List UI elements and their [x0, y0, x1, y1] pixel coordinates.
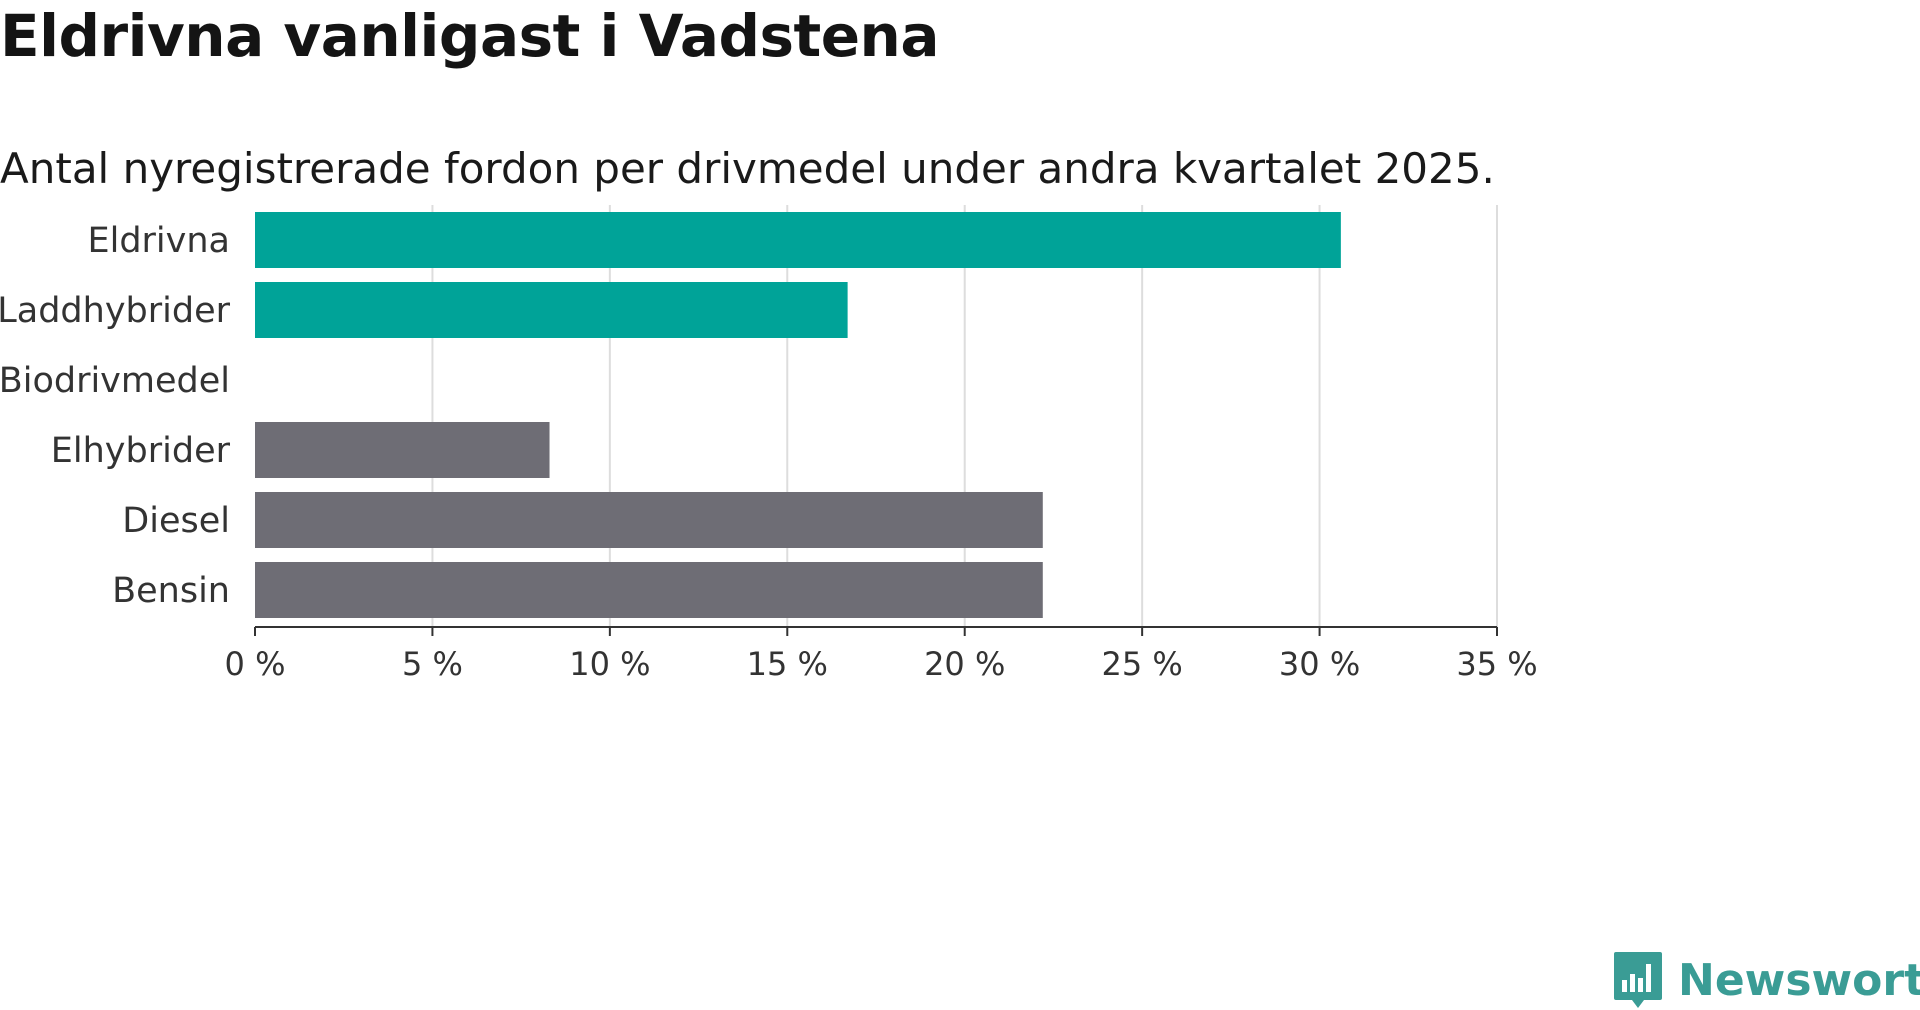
- bars: [255, 212, 1341, 618]
- x-tick-label: 5 %: [402, 645, 463, 683]
- x-tick-label: 20 %: [924, 645, 1005, 683]
- x-axis: 0 % 5 % 10 % 15 % 20 % 25 % 30 % 35 %: [225, 626, 1538, 683]
- bar-bensin: [255, 562, 1043, 618]
- category-label: Elhybrider: [51, 431, 231, 471]
- chart-title: Eldrivna vanligast i Vadstena: [0, 2, 940, 70]
- x-tick-label: 15 %: [747, 645, 828, 683]
- x-tick-label: 10 %: [569, 645, 650, 683]
- bar-chart: 0 % 5 % 10 % 15 % 20 % 25 % 30 % 35 % Eldrivna L…: [0, 205, 1538, 683]
- bar-diesel: [255, 492, 1043, 548]
- category-label: Eldrivna: [87, 221, 230, 261]
- bar-elhybrider: [255, 422, 550, 478]
- x-tick-label: 30 %: [1279, 645, 1360, 683]
- gridlines: [431, 205, 1498, 627]
- x-tick-label: 0 %: [225, 645, 286, 683]
- bar-eldrivna: [255, 212, 1341, 268]
- x-tick-label: 35 %: [1456, 645, 1537, 683]
- newsworthy-logo-icon: [1614, 952, 1662, 1008]
- chart-subtitle: Antal nyregistrerade fordon per drivmede…: [0, 144, 1495, 193]
- newsworthy-logo: Newsworthy: [1612, 950, 1920, 1010]
- bar-laddhybrider: [255, 282, 848, 338]
- category-label: Laddhybrider: [0, 291, 231, 331]
- category-label: Bensin: [112, 571, 230, 611]
- category-label: Diesel: [122, 501, 230, 541]
- category-label: Biodrivmedel: [0, 361, 230, 401]
- category-labels: Eldrivna Laddhybrider Biodrivmedel Elhybrid…: [0, 221, 231, 611]
- brand-name: Newsworthy: [1678, 954, 1920, 1006]
- x-tick-label: 25 %: [1101, 645, 1182, 683]
